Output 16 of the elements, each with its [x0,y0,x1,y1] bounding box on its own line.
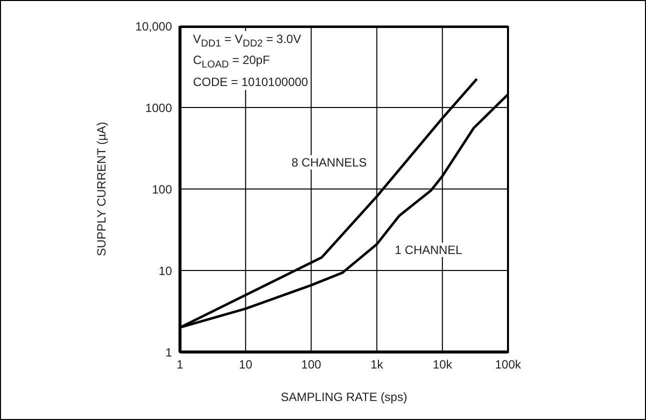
y-tick-label: 10,000 [135,19,172,34]
x-tick-label: 10k [432,358,454,372]
x-tick-label: 10 [238,358,253,372]
y-axis-title: SUPPLY CURRENT (µA) [94,122,108,256]
y-tick-label: 10 [158,264,172,278]
y-tick-label: 1000 [145,100,172,115]
x-tick-label: 1k [370,358,384,372]
annotation: V$_{DD1}$ = V$_{DD2}$ = 3.0V [193,31,302,52]
y-tick-label: 100 [152,182,172,196]
x-tick-label: 100k [494,358,522,372]
x-tick-label: 100 [301,358,322,372]
annotation: CODE = 1010100000 [193,74,308,90]
x-axis-title: SAMPLING RATE (sps) [280,390,408,404]
y-tick-label: 1 [165,345,172,360]
annotation: C$_{LOAD}$ = 20pF [193,52,271,73]
x-tick-label: 1 [176,358,184,372]
